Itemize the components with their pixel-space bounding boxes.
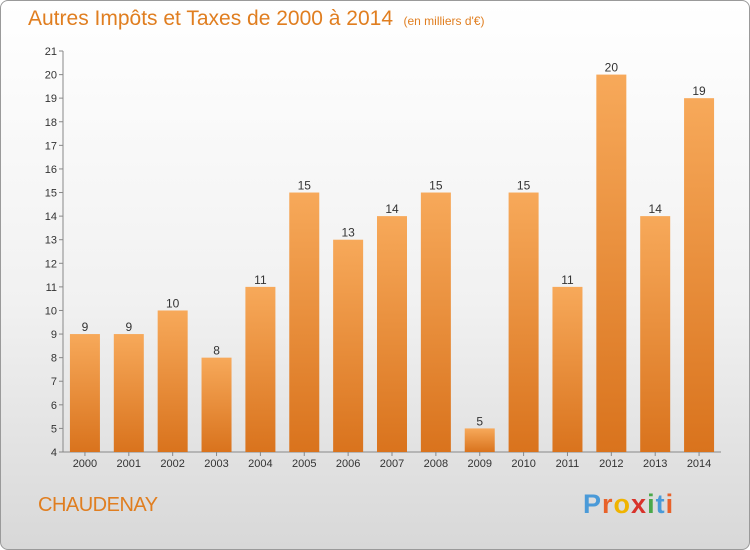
logo-letter: x [631, 489, 648, 519]
bar [508, 192, 539, 452]
logo-letter: o [613, 489, 632, 519]
x-tick-label: 2012 [599, 458, 623, 470]
x-tick-label: 2008 [424, 458, 448, 470]
y-tick-label: 9 [51, 329, 57, 341]
y-tick-label: 18 [45, 117, 57, 129]
y-tick-label: 19 [45, 93, 57, 105]
bar-value-label: 14 [649, 202, 663, 216]
bar [640, 216, 671, 452]
x-tick-label: 2009 [467, 458, 491, 470]
y-tick-label: 10 [45, 305, 57, 317]
bar [289, 192, 320, 452]
logo-letter: i [665, 489, 675, 519]
y-tick-label: 13 [45, 235, 57, 247]
bar-value-label: 15 [429, 179, 443, 193]
bar [420, 192, 451, 452]
x-tick-label: 2004 [248, 458, 272, 470]
bar-value-label: 13 [341, 226, 355, 240]
y-tick-label: 16 [45, 164, 57, 176]
x-tick-label: 2011 [556, 458, 580, 470]
chart-subtitle: (en milliers d'€) [403, 14, 485, 28]
y-tick-label: 17 [45, 140, 57, 152]
bar-value-label: 15 [517, 179, 531, 193]
y-tick-label: 11 [46, 282, 57, 294]
bar [377, 216, 407, 452]
bar [113, 334, 144, 452]
bar-value-label: 19 [692, 84, 706, 98]
y-tick-label: 7 [51, 376, 57, 388]
bar-value-label: 11 [254, 273, 267, 287]
bar [596, 74, 627, 453]
proxiti-logo: Proxiti [583, 489, 674, 520]
x-tick-label: 2000 [73, 458, 97, 470]
y-tick-label: 14 [45, 211, 57, 223]
bar-value-label: 11 [561, 273, 574, 287]
x-tick-label: 2001 [117, 458, 141, 470]
bar-value-label: 15 [298, 179, 312, 193]
bar-value-label: 9 [125, 320, 132, 334]
x-tick-label: 2005 [292, 458, 316, 470]
x-tick-label: 2006 [336, 458, 360, 470]
y-axis-ticks: 4 5 6 7 8 9 10 11 12 13 14 15 16 17 18 19 20 21 [45, 46, 63, 459]
bar [201, 357, 232, 452]
x-tick-label: 2003 [204, 458, 228, 470]
chart-title: Autres Impôts et Taxes de 2000 à 2014 [28, 7, 394, 30]
bar-value-label: 9 [82, 320, 89, 334]
x-tick-label: 2013 [643, 458, 667, 470]
x-tick-label: 2010 [511, 458, 535, 470]
logo-letter: i [647, 489, 656, 519]
y-tick-label: 12 [45, 258, 57, 270]
bar [552, 286, 583, 452]
y-tick-label: 8 [51, 353, 57, 365]
y-tick-label: 4 [51, 447, 57, 459]
x-tick-label: 2014 [687, 458, 711, 470]
bar-value-label: 10 [166, 296, 180, 310]
bar-value-label: 20 [605, 61, 619, 75]
data-labels: 9 9 10 8 11 15 13 14 15 5 15 11 20 14 19 [82, 61, 706, 429]
logo-letter: r [602, 489, 614, 519]
bar-value-label: 14 [385, 202, 399, 216]
bars [69, 74, 715, 453]
y-tick-label: 6 [51, 400, 57, 412]
x-tick-label: 2002 [160, 458, 184, 470]
bar [464, 428, 495, 452]
bar [684, 98, 715, 453]
logo-letter: P [583, 489, 603, 519]
y-tick-label: 5 [51, 423, 57, 435]
y-tick-label: 20 [45, 70, 57, 82]
bar [69, 334, 100, 452]
commune-name: CHAUDENAY [38, 494, 158, 516]
bar [157, 310, 188, 452]
bar-value-label: 5 [476, 414, 483, 428]
y-tick-label: 21 [45, 46, 57, 58]
x-axis-ticks: 2000 2001 2002 2003 2004 2005 2006 2007 2008 2009… [73, 452, 711, 470]
bar [245, 286, 276, 452]
title-row: Autres Impôts et Taxes de 2000 à 2014 (e… [28, 7, 484, 31]
bar [333, 239, 364, 452]
x-tick-label: 2007 [380, 458, 404, 470]
logo-letter: t [655, 489, 666, 519]
y-tick-label: 15 [45, 188, 57, 200]
bar-value-label: 8 [213, 344, 220, 358]
